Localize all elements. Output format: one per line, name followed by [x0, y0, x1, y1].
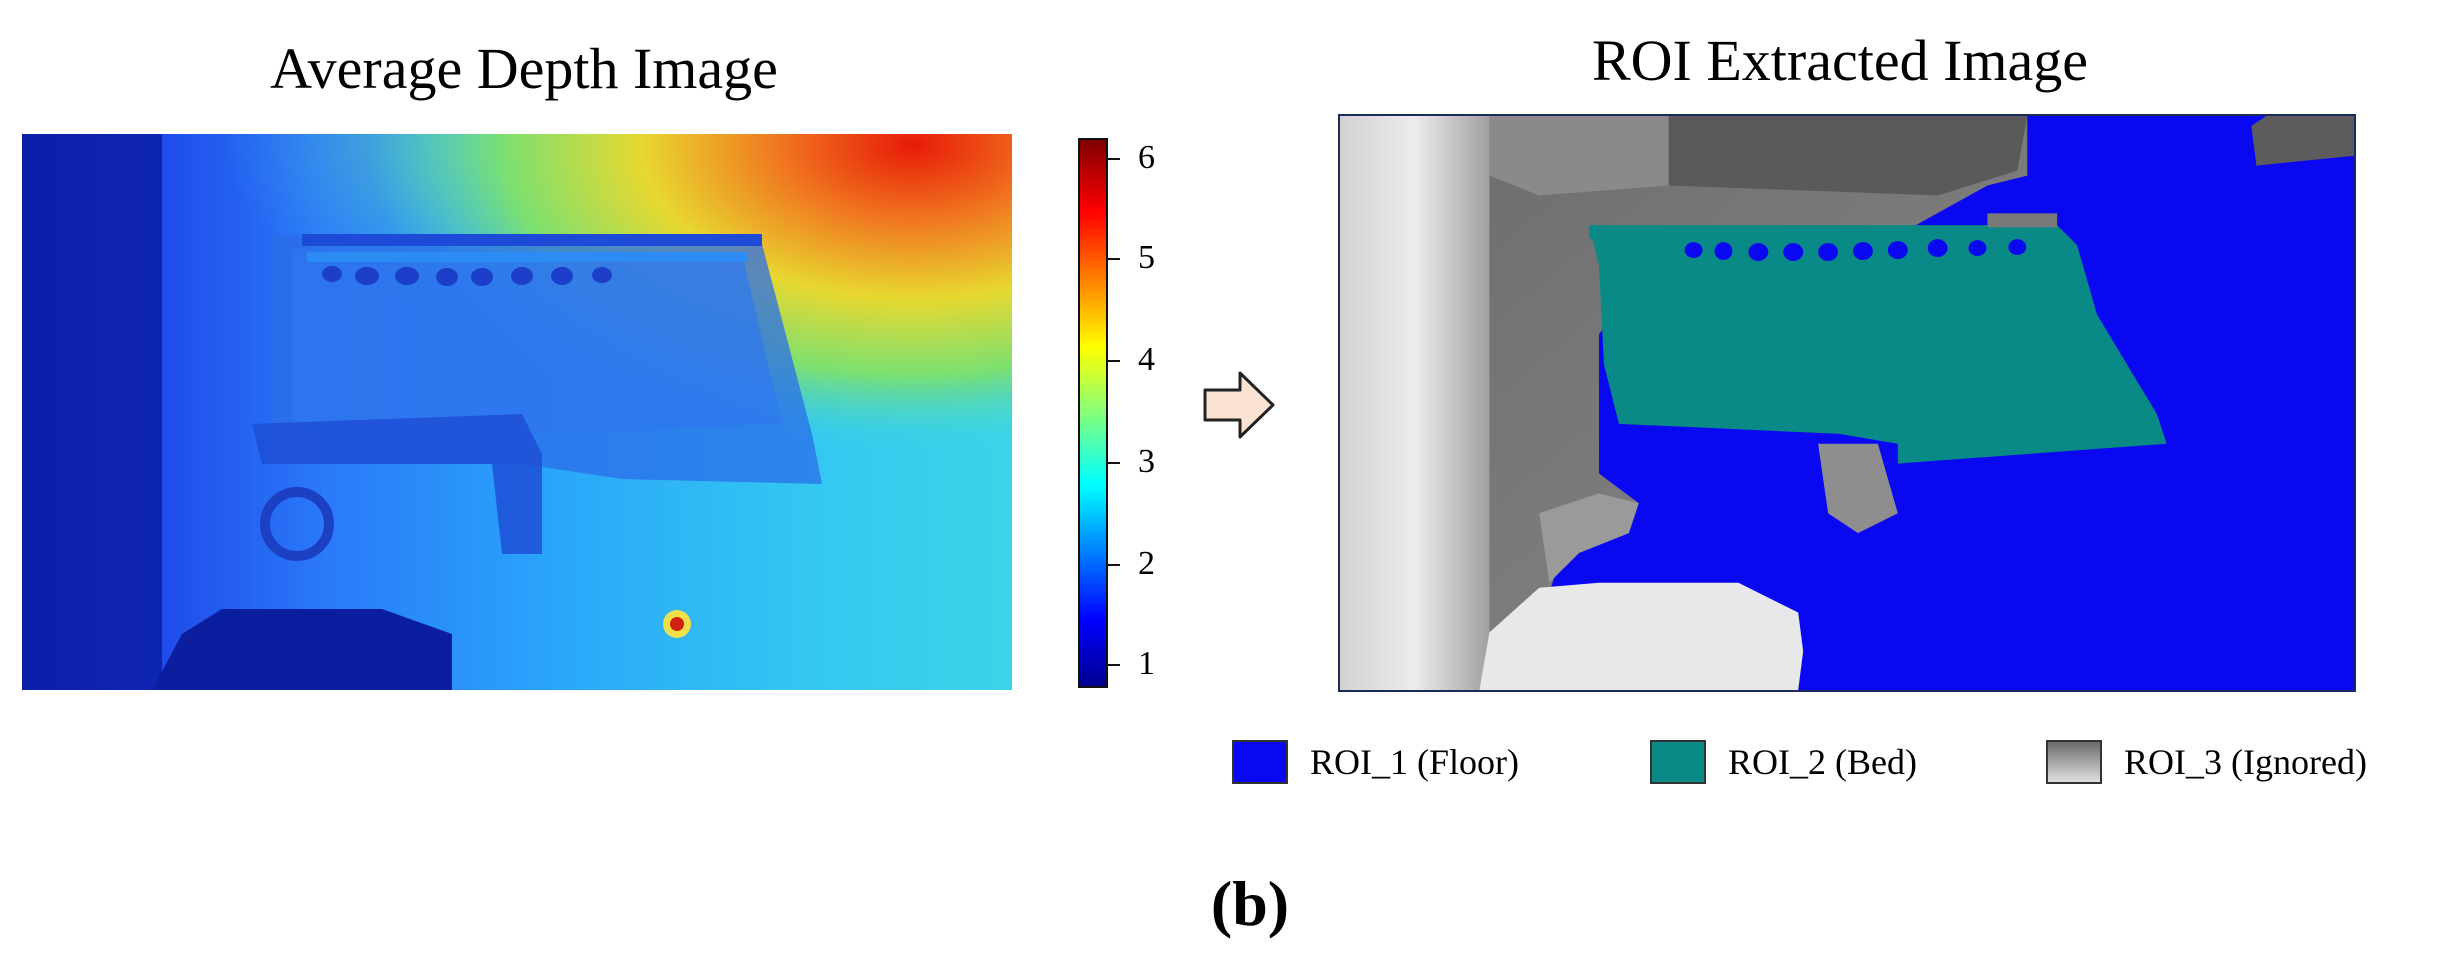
colorbar-tick-label: 3	[1138, 443, 1155, 480]
legend-item-bed: ROI_2 (Bed)	[1650, 740, 1917, 784]
colorbar-tick-mark	[1108, 158, 1120, 160]
legend-swatch-floor	[1232, 740, 1288, 784]
colorbar-tick-label: 4	[1138, 341, 1155, 378]
colorbar	[1078, 138, 1108, 688]
right-arrow-icon	[1202, 370, 1276, 440]
colorbar-tick-mark	[1108, 258, 1120, 260]
average-depth-image	[22, 134, 1012, 690]
legend-label-floor: ROI_1 (Floor)	[1310, 742, 1519, 782]
colorbar-tick-mark	[1108, 564, 1120, 566]
legend-swatch-ignored	[2046, 740, 2102, 784]
figure-caption: (b)	[1210, 868, 1290, 939]
colorbar-tick-label: 1	[1138, 645, 1155, 682]
colorbar-tick-label: 2	[1138, 545, 1155, 582]
roi-extracted-image	[1338, 114, 2356, 692]
legend-label-bed: ROI_2 (Bed)	[1728, 742, 1917, 782]
colorbar-tick-mark	[1108, 360, 1120, 362]
left-panel-title: Average Depth Image	[270, 36, 778, 101]
legend-swatch-bed	[1650, 740, 1706, 784]
colorbar-tick-label: 5	[1138, 239, 1155, 276]
colorbar-tick-mark	[1108, 664, 1120, 666]
right-panel-title: ROI Extracted Image	[1591, 28, 2088, 93]
legend-item-floor: ROI_1 (Floor)	[1232, 740, 1519, 784]
legend-item-ignored: ROI_3 (Ignored)	[2046, 740, 2367, 784]
colorbar-tick-label: 6	[1138, 139, 1155, 176]
legend-label-ignored: ROI_3 (Ignored)	[2124, 742, 2367, 782]
colorbar-tick-mark	[1108, 462, 1120, 464]
